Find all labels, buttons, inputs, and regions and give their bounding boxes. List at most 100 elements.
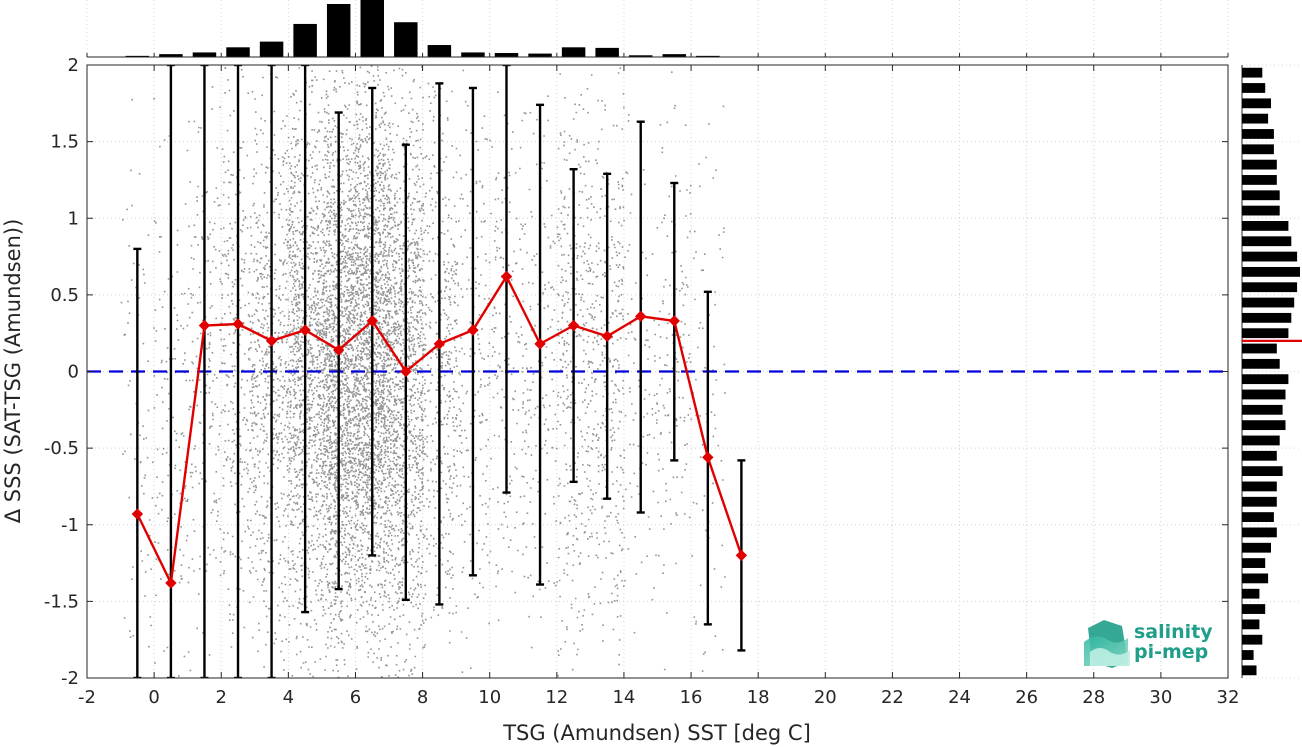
right-hist-bar — [1242, 588, 1260, 599]
top-hist-bar — [360, 0, 384, 57]
binned-mean-series — [131, 270, 748, 589]
y-tick-labels: -2 -1.5 -1 -0.5 0 0.5 1 1.5 2 — [44, 55, 79, 689]
y-tick-label: 2 — [68, 55, 79, 76]
top-hist-bar — [259, 41, 284, 57]
right-hist-bar — [1242, 98, 1271, 109]
right-hist-bar — [1242, 343, 1277, 354]
mean-marker — [299, 324, 311, 336]
y-tick-label: -0.5 — [44, 438, 79, 459]
top-hist-bar — [159, 54, 183, 57]
mean-marker — [232, 318, 244, 330]
x-tick-label: 24 — [948, 687, 971, 708]
right-hist-bar — [1242, 113, 1269, 124]
top-histogram-panel — [86, 0, 1229, 58]
y-tick-label: 1 — [68, 208, 79, 229]
y-tick-label: -1.5 — [44, 591, 79, 612]
x-axis-title: TSG (Amundsen) SST [deg C] — [502, 721, 811, 745]
right-histogram-bars — [1242, 67, 1300, 676]
mean-marker — [702, 451, 714, 464]
top-histogram-bars — [125, 0, 720, 57]
x-tick-label: 8 — [417, 687, 428, 708]
top-hist-bar — [528, 53, 552, 57]
mean-marker — [635, 310, 647, 323]
right-hist-bar — [1242, 604, 1266, 614]
y-tick-label: 1.5 — [50, 132, 79, 153]
right-hist-bar — [1242, 435, 1280, 446]
mean-marker — [332, 344, 345, 356]
right-hist-bar — [1242, 404, 1283, 415]
x-tick-label: 4 — [283, 687, 294, 708]
salinity-pi-mep-logo: salinity pi-mep — [1084, 620, 1213, 668]
right-hist-bar — [1242, 481, 1277, 492]
top-hist-bar — [662, 54, 687, 57]
right-histogram-panel — [1241, 64, 1302, 679]
mean-marker — [534, 338, 546, 350]
y-tick-label: -1 — [61, 515, 79, 536]
top-histogram-grid — [86, 0, 1229, 57]
right-hist-bar — [1242, 573, 1269, 584]
x-tick-label: 12 — [545, 687, 568, 708]
top-hist-bar — [394, 22, 418, 57]
x-tick-label: 18 — [747, 687, 770, 708]
top-hist-bar — [326, 3, 351, 57]
y-tick-label: -2 — [61, 668, 79, 689]
x-tick-label: 32 — [1217, 687, 1240, 708]
x-tick-label: 20 — [814, 687, 837, 708]
mean-marker — [165, 577, 177, 589]
right-hist-bar — [1242, 159, 1277, 170]
right-hist-bar — [1242, 175, 1277, 185]
x-tick-labels: -2 0 2 4 6 8 10 12 14 16 18 20 22 24 26 28 30 32 — [78, 687, 1239, 708]
mean-marker — [601, 330, 613, 342]
mean-marker — [735, 549, 748, 562]
top-hist-bar — [494, 53, 519, 57]
mean-marker — [366, 315, 378, 327]
right-hist-bar — [1242, 512, 1274, 522]
y-tick-label: 0 — [68, 362, 79, 383]
top-hist-bar — [461, 52, 485, 57]
top-hist-bar — [561, 47, 586, 57]
right-hist-bar — [1242, 374, 1289, 385]
right-hist-bar — [1242, 205, 1280, 216]
top-hist-bar — [595, 47, 619, 57]
logo-line-2: pi-mep — [1134, 641, 1208, 663]
x-tick-label: 6 — [350, 687, 361, 708]
right-hist-bar — [1242, 83, 1266, 93]
x-tick-label: 26 — [1015, 687, 1038, 708]
x-tick-label: 10 — [478, 687, 501, 708]
mean-marker — [400, 365, 412, 378]
right-histogram-grid — [1242, 64, 1300, 679]
right-hist-bar — [1242, 251, 1298, 262]
x-tick-label: 30 — [1149, 687, 1172, 708]
x-tick-label: 28 — [1082, 687, 1105, 708]
right-hist-bar — [1242, 558, 1266, 568]
right-hist-bar — [1242, 542, 1271, 553]
top-hist-bar — [226, 47, 250, 57]
mean-marker — [467, 324, 479, 336]
right-hist-bar — [1242, 312, 1292, 323]
right-hist-bar — [1242, 282, 1298, 293]
right-hist-bar — [1242, 496, 1277, 507]
axis-ticks — [86, 64, 1229, 679]
right-hist-bar — [1242, 190, 1280, 201]
mean-marker — [265, 335, 278, 347]
top-hist-bar — [125, 55, 150, 57]
right-hist-bar — [1242, 358, 1280, 369]
right-hist-bar — [1242, 266, 1300, 277]
top-hist-bar — [192, 52, 217, 57]
x-tick-label: 2 — [216, 687, 227, 708]
y-axis-title: Δ SSS (SAT-TSG (Amundsen)) — [1, 219, 25, 524]
mean-marker — [500, 270, 513, 283]
mean-marker — [433, 338, 446, 350]
x-tick-label: 14 — [612, 687, 635, 708]
top-histogram-ticks — [86, 53, 1229, 57]
x-tick-label: 22 — [881, 687, 904, 708]
top-hist-bar — [696, 55, 720, 57]
right-hist-bar — [1242, 67, 1263, 78]
right-hist-bar — [1242, 650, 1254, 660]
mean-marker — [198, 319, 211, 332]
mean-marker — [668, 315, 680, 327]
right-hist-bar — [1242, 466, 1283, 477]
mean-marker — [567, 319, 580, 332]
mean-marker — [131, 508, 144, 520]
